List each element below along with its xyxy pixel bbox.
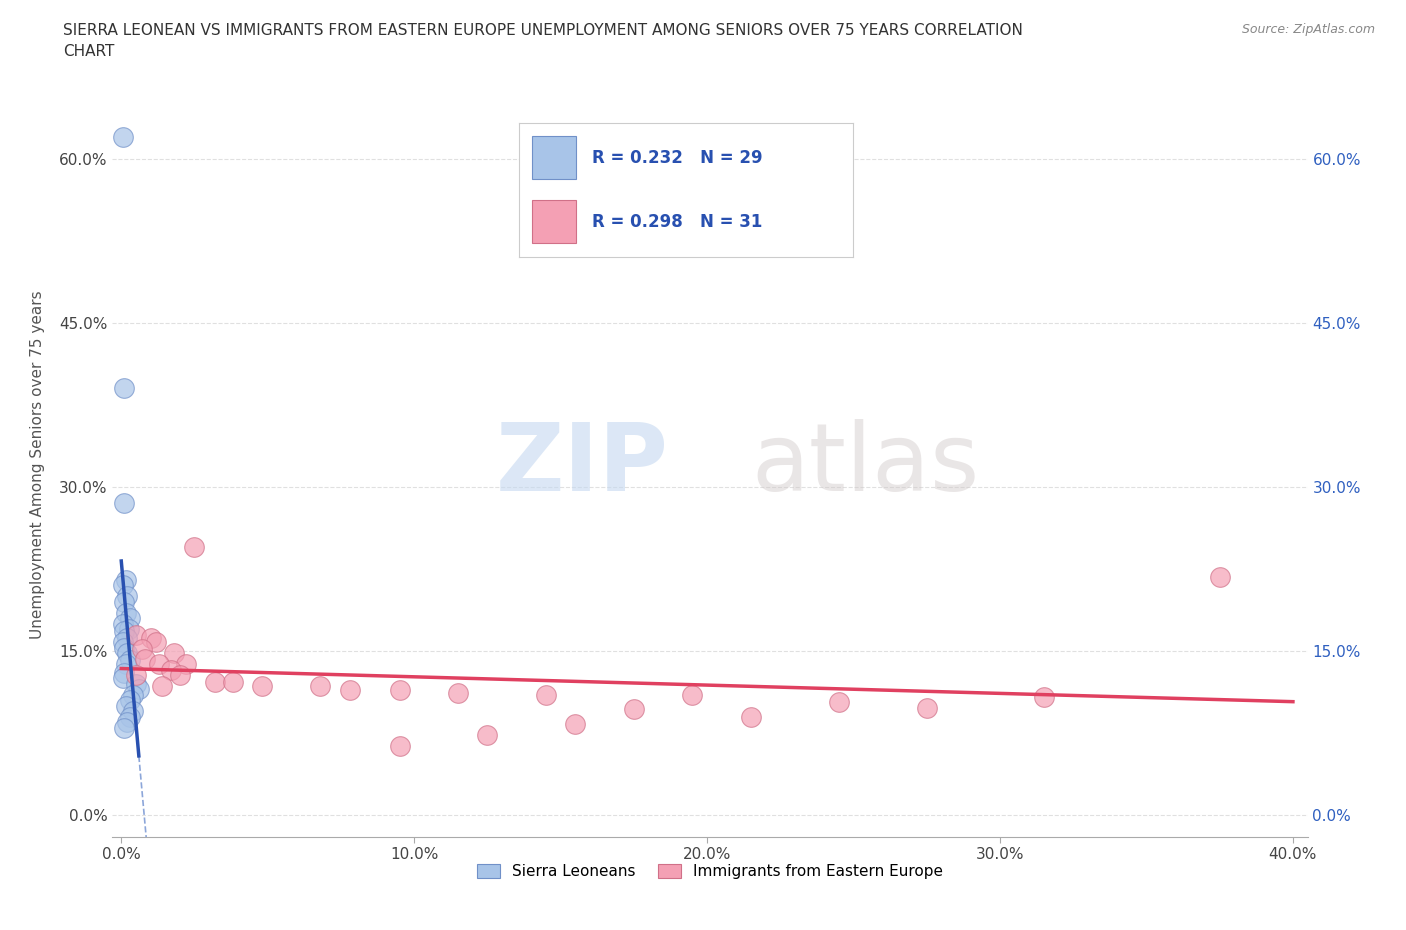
Point (250, 679, 273, 694)
Point (114, 657, 136, 671)
Point (534, 687, 557, 702)
Point (120, 693, 141, 708)
Point (221, 674, 243, 689)
Point (112, 640, 135, 655)
Point (145, 635, 167, 650)
Point (1032, 689, 1054, 704)
Point (309, 679, 332, 694)
Point (174, 657, 197, 671)
Point (160, 662, 183, 677)
Point (115, 714, 138, 729)
Point (1208, 569, 1232, 584)
Point (828, 695, 851, 710)
Point (112, 624, 135, 639)
Point (682, 687, 704, 702)
Point (115, 589, 138, 604)
Point (114, 605, 136, 620)
Point (131, 642, 153, 657)
Point (125, 676, 148, 691)
Point (114, 573, 136, 588)
Point (169, 668, 191, 683)
Point (150, 679, 173, 694)
Point (112, 496, 135, 511)
Point (115, 631, 138, 645)
Point (120, 710, 141, 724)
Point (134, 651, 156, 666)
Point (477, 728, 499, 743)
Text: Source: ZipAtlas.com: Source: ZipAtlas.com (1241, 23, 1375, 36)
Point (120, 611, 141, 626)
Point (111, 635, 134, 650)
Point (447, 685, 470, 700)
Point (114, 698, 136, 713)
Point (120, 652, 141, 667)
Point (183, 539, 205, 554)
Point (915, 700, 938, 715)
Point (112, 720, 135, 735)
Point (125, 627, 148, 642)
Point (111, 129, 134, 144)
Y-axis label: Unemployment Among Seniors over 75 years: Unemployment Among Seniors over 75 years (31, 291, 45, 639)
Point (111, 671, 134, 685)
Point (122, 704, 145, 719)
Point (117, 621, 139, 636)
Point (148, 657, 170, 671)
Point (111, 578, 134, 592)
Point (204, 674, 226, 689)
Point (388, 738, 411, 753)
Point (115, 645, 138, 660)
Point (139, 631, 162, 645)
Point (740, 710, 762, 724)
Point (112, 666, 135, 681)
Legend: Sierra Leoneans, Immigrants from Eastern Europe: Sierra Leoneans, Immigrants from Eastern… (471, 857, 949, 885)
Point (623, 701, 645, 716)
Point (112, 594, 135, 609)
Point (111, 617, 134, 631)
Point (163, 645, 186, 660)
Point (128, 682, 150, 697)
Point (564, 717, 586, 732)
Point (112, 381, 135, 396)
Point (122, 687, 145, 702)
Point (388, 683, 411, 698)
Point (125, 668, 148, 683)
Text: atlas: atlas (752, 419, 980, 511)
Text: SIERRA LEONEAN VS IMMIGRANTS FROM EASTERN EUROPE UNEMPLOYMENT AMONG SENIORS OVER: SIERRA LEONEAN VS IMMIGRANTS FROM EASTER… (63, 23, 1024, 38)
Point (339, 683, 361, 698)
Text: ZIP: ZIP (495, 419, 668, 511)
Text: CHART: CHART (63, 44, 115, 59)
